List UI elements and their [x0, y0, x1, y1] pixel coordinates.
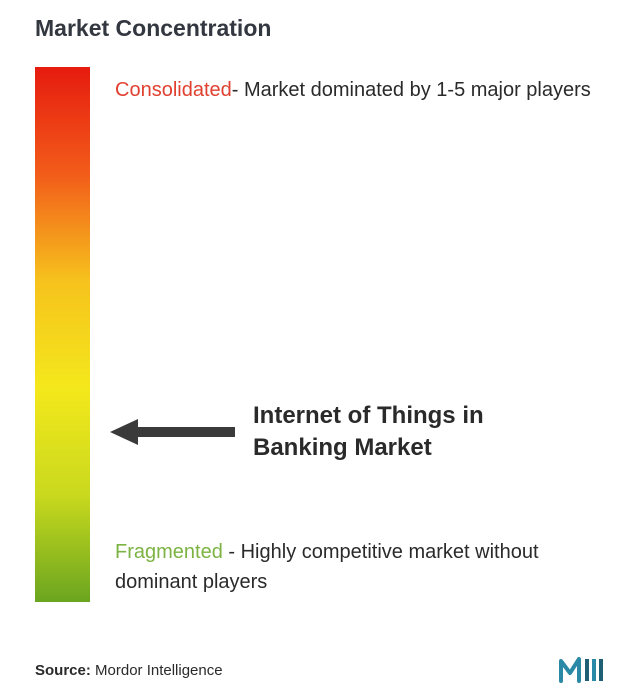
mordor-logo-icon [559, 655, 607, 683]
market-position-marker: Internet of Things in Banking Market [110, 400, 513, 465]
consolidated-description: - Market dominated by 1-5 major players [232, 79, 591, 101]
market-name-label: Internet of Things in Banking Market [253, 400, 513, 465]
gradient-scale-bar [35, 67, 90, 602]
fragmented-term: Fragmented [115, 541, 223, 563]
source-label: Source: [35, 662, 95, 679]
consolidated-label: Consolidated- Market dominated by 1-5 ma… [115, 75, 605, 105]
fragmented-label: Fragmented - Highly competitive market w… [115, 537, 605, 597]
source-value: Mordor Intelligence [95, 662, 223, 679]
source-attribution: Source: Mordor Intelligence [35, 662, 223, 679]
consolidated-term: Consolidated [115, 79, 232, 101]
page-title: Market Concentration [35, 15, 605, 42]
arrow-left-icon [110, 417, 235, 447]
concentration-diagram: Consolidated- Market dominated by 1-5 ma… [35, 67, 605, 607]
